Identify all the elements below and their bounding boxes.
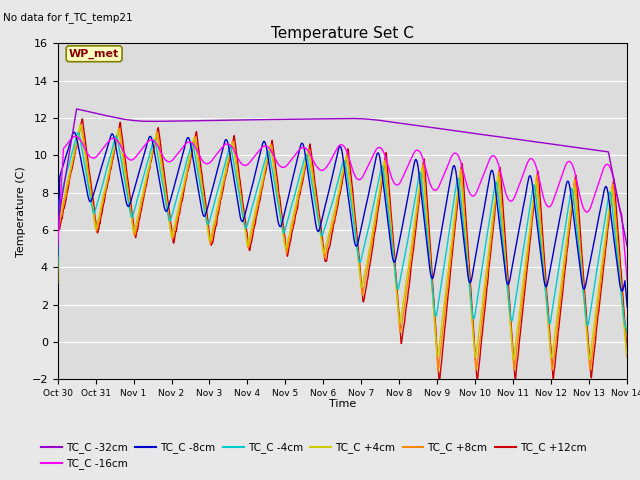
TC_C -16cm — [273, 158, 280, 164]
TC_C +8cm — [612, 224, 620, 230]
TC_C -8cm — [297, 142, 305, 147]
TC_C +8cm — [623, 351, 631, 357]
TC_C -32cm — [297, 116, 305, 122]
TC_C -4cm — [74, 130, 82, 135]
TC_C +8cm — [54, 279, 61, 285]
TC_C -8cm — [273, 207, 280, 213]
TC_C +8cm — [273, 177, 280, 183]
TC_C +8cm — [551, 346, 559, 351]
TC_C -4cm — [54, 265, 61, 271]
TC_C -32cm — [119, 116, 127, 122]
Text: No data for f_TC_temp21: No data for f_TC_temp21 — [3, 12, 133, 23]
Line: TC_C +8cm: TC_C +8cm — [58, 125, 627, 371]
TC_C -8cm — [119, 181, 127, 187]
TC_C +4cm — [509, 357, 517, 362]
TC_C +8cm — [435, 368, 442, 374]
TC_C -4cm — [551, 291, 559, 297]
TC_C +4cm — [551, 330, 559, 336]
TC_C +12cm — [297, 186, 305, 192]
TC_C -4cm — [297, 168, 305, 174]
Line: TC_C +4cm: TC_C +4cm — [58, 125, 627, 360]
TC_C -8cm — [70, 130, 78, 135]
Line: TC_C -32cm: TC_C -32cm — [58, 109, 627, 247]
TC_C +4cm — [612, 233, 620, 239]
TC_C +12cm — [119, 138, 127, 144]
TC_C +8cm — [297, 183, 305, 189]
TC_C +4cm — [77, 122, 84, 128]
TC_C +4cm — [297, 179, 305, 184]
TC_C -4cm — [612, 242, 620, 248]
Y-axis label: Temperature (C): Temperature (C) — [16, 166, 26, 257]
TC_C -4cm — [119, 166, 127, 172]
TC_C -4cm — [623, 330, 631, 336]
TC_C +12cm — [54, 264, 61, 269]
TC_C -16cm — [623, 277, 631, 283]
TC_C -16cm — [612, 189, 620, 195]
Line: TC_C +12cm: TC_C +12cm — [58, 119, 627, 382]
TC_C -16cm — [72, 133, 79, 139]
TC_C -16cm — [153, 141, 161, 146]
Title: Temperature Set C: Temperature Set C — [271, 25, 414, 41]
TC_C +12cm — [79, 116, 86, 122]
TC_C -32cm — [551, 142, 559, 147]
TC_C +8cm — [77, 122, 85, 128]
Legend: TC_C -32cm, TC_C -16cm, TC_C -8cm, TC_C -4cm, TC_C +4cm, TC_C +8cm, TC_C +12cm: TC_C -32cm, TC_C -16cm, TC_C -8cm, TC_C … — [37, 438, 591, 474]
TC_C -4cm — [273, 190, 280, 195]
TC_C -8cm — [153, 162, 161, 168]
TC_C +4cm — [119, 155, 127, 161]
TC_C -16cm — [551, 193, 559, 199]
X-axis label: Time: Time — [329, 399, 356, 409]
TC_C +12cm — [612, 206, 620, 212]
TC_C -8cm — [623, 304, 631, 310]
TC_C -8cm — [612, 254, 620, 260]
TC_C -16cm — [297, 145, 305, 151]
TC_C +4cm — [623, 349, 631, 355]
Line: TC_C -8cm: TC_C -8cm — [58, 132, 627, 307]
Text: WP_met: WP_met — [69, 48, 119, 59]
TC_C +4cm — [273, 183, 280, 189]
TC_C -32cm — [612, 188, 620, 194]
Line: TC_C -4cm: TC_C -4cm — [58, 132, 627, 333]
TC_C +12cm — [551, 362, 559, 368]
Line: TC_C -16cm: TC_C -16cm — [58, 136, 627, 280]
TC_C -16cm — [54, 244, 61, 250]
TC_C +12cm — [153, 133, 161, 139]
TC_C +8cm — [119, 149, 127, 155]
TC_C -32cm — [153, 119, 161, 124]
TC_C -32cm — [73, 106, 81, 112]
TC_C -4cm — [153, 145, 161, 151]
TC_C +4cm — [54, 280, 61, 286]
TC_C -32cm — [54, 221, 61, 227]
TC_C +12cm — [435, 379, 443, 384]
TC_C -8cm — [551, 242, 559, 248]
TC_C +4cm — [153, 132, 161, 138]
TC_C -16cm — [119, 147, 127, 153]
TC_C +12cm — [623, 343, 631, 349]
TC_C -32cm — [623, 244, 631, 250]
TC_C +8cm — [153, 131, 161, 137]
TC_C -8cm — [54, 254, 61, 260]
TC_C -32cm — [273, 117, 280, 122]
TC_C +12cm — [273, 168, 280, 174]
